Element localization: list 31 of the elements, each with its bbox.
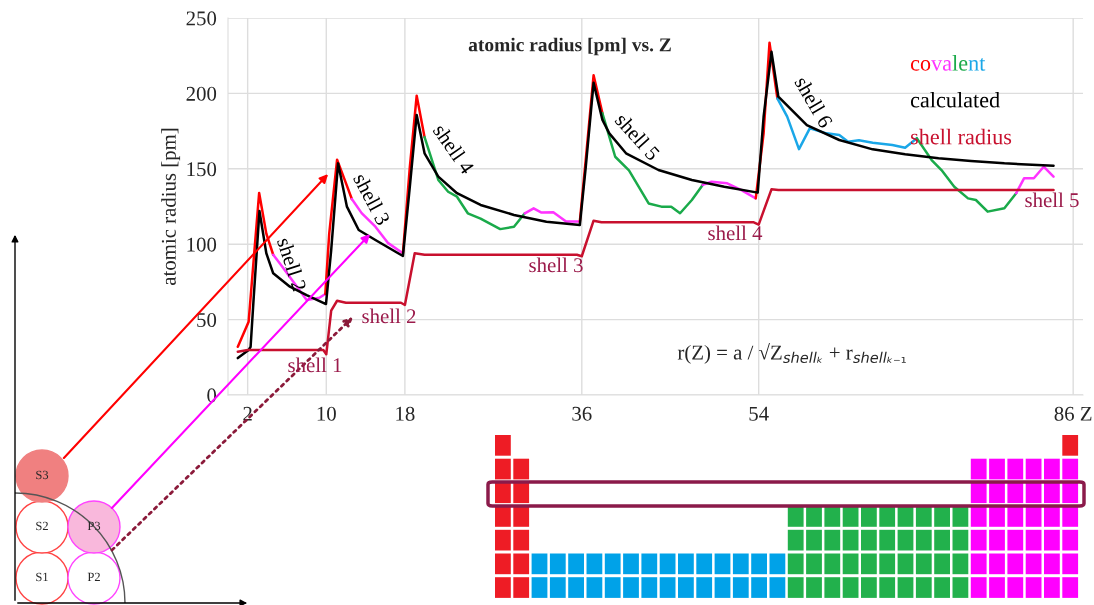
text: calculated [910, 91, 1000, 108]
y-tick-label: 200 [186, 86, 217, 101]
text: covalent [910, 55, 986, 71]
y-axis-title: atomic radius [pm] [161, 128, 181, 286]
text: P2 [87, 572, 100, 582]
text: S3 [36, 470, 49, 480]
annotation: shell 5 [614, 111, 661, 162]
y-tick-label: 250 [186, 11, 217, 26]
annotation: shell 1 [288, 357, 342, 373]
line-series [236, 191, 275, 348]
x-tick-label: 36 [572, 406, 592, 421]
line-series [523, 207, 582, 223]
annotation: shell 5 [1025, 192, 1079, 208]
x-tick-label: 54 [749, 406, 769, 421]
annotation: shell 3 [352, 172, 391, 226]
y-tick-label: 150 [187, 162, 217, 177]
x-tick-label: 18 [396, 406, 415, 421]
x-tick-label: 10 [317, 406, 336, 421]
text: S2 [36, 521, 48, 531]
line-series [601, 112, 704, 215]
line-series [324, 158, 354, 296]
annotation: shell 4 [708, 225, 763, 241]
annotation: shell 2 [362, 308, 416, 324]
x-tick-label: 86 Z [1054, 406, 1092, 421]
text: S1 [36, 572, 48, 582]
text: shell radius [911, 128, 1012, 145]
y-tick-label: 100 [187, 237, 217, 252]
annotation: shell 3 [529, 257, 583, 273]
text: atomic radius [pm] vs. Z [468, 37, 671, 56]
y-tick-label: 50 [197, 312, 217, 328]
annotation: r(Z) = a / √Z$_{shellₖ}$ + r$_{shellₖ₋₁}$ [677, 342, 906, 364]
